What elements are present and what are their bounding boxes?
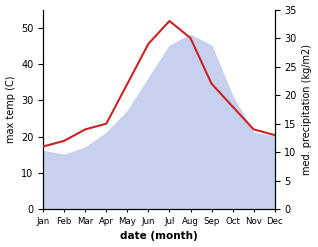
Y-axis label: max temp (C): max temp (C): [5, 76, 16, 143]
Y-axis label: med. precipitation (kg/m2): med. precipitation (kg/m2): [302, 44, 313, 175]
X-axis label: date (month): date (month): [120, 231, 198, 242]
